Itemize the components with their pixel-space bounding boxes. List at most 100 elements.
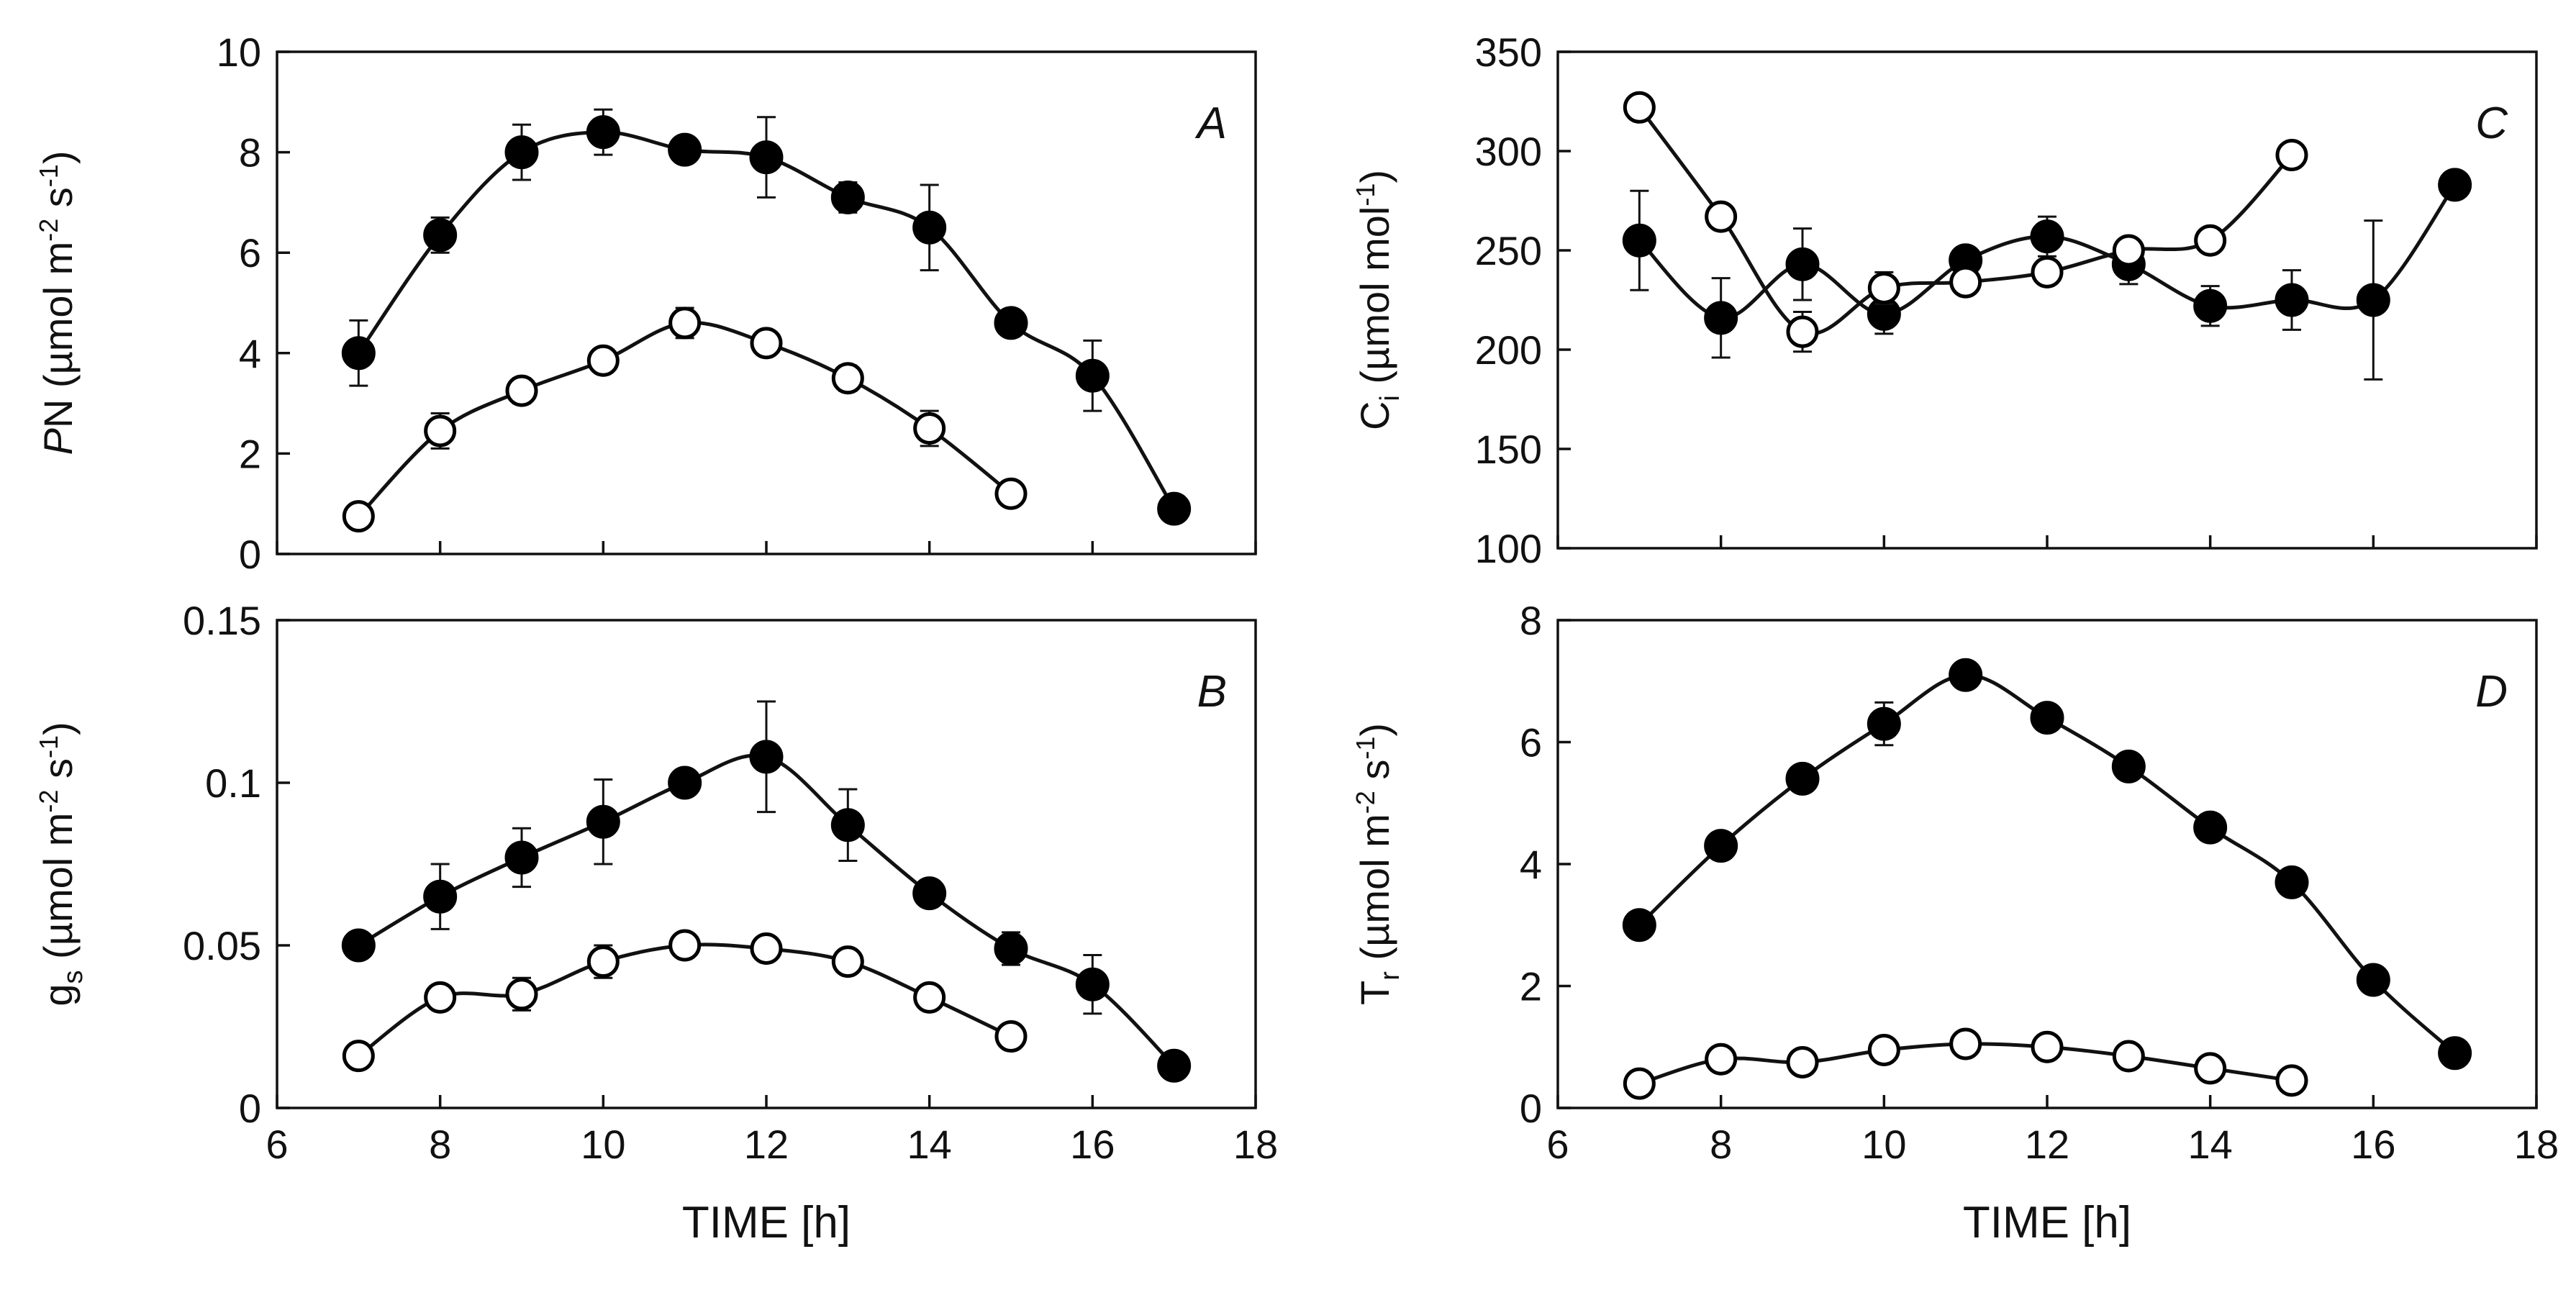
data-point [2030, 219, 2064, 254]
y-tick-label: 2 [1520, 964, 1542, 1009]
data-point [2438, 168, 2472, 202]
series-open [342, 306, 1028, 533]
data-point [668, 929, 702, 962]
data-point [2031, 255, 2064, 289]
data-point [1622, 908, 1656, 942]
data-point [1623, 1067, 1656, 1100]
x-tick-label: 18 [1233, 1122, 1278, 1167]
y-axis-title-part: -1 [34, 735, 63, 758]
series-filled [341, 108, 1192, 526]
y-tick-label: 0 [239, 1086, 261, 1131]
data-point [342, 500, 375, 533]
data-point [423, 879, 458, 914]
y-axis-title-part: s [35, 187, 81, 219]
data-point [1622, 223, 1656, 258]
data-point [912, 210, 947, 245]
x-tick-label: 12 [744, 1122, 789, 1167]
data-point [2194, 224, 2227, 257]
panel-letter: C [2475, 99, 2508, 148]
y-tick-label: 4 [239, 331, 261, 376]
data-point [341, 928, 376, 963]
data-point [1705, 200, 1738, 233]
data-point [504, 840, 539, 875]
y-tick-label: 2 [239, 431, 261, 476]
data-point [1949, 658, 1983, 692]
y-axis-title-part: -2 [34, 790, 63, 813]
y-tick-label: 0.15 [183, 598, 261, 643]
data-point [994, 1020, 1028, 1053]
x-tick-label: 8 [429, 1122, 451, 1167]
panel-letter: B [1197, 667, 1227, 717]
data-point [994, 477, 1028, 510]
data-point [2275, 283, 2309, 317]
panel-d: 0 2 4 6 8 6 8 10 12 14 16 18 TIME [h] Tr (µmol m-2 s-… [1351, 598, 2559, 1248]
y-axis-title-part: P [35, 428, 81, 455]
data-point [994, 306, 1028, 340]
data-point [2356, 963, 2390, 997]
x-tick-label: 18 [2514, 1122, 2559, 1167]
data-point [1785, 247, 1820, 281]
data-point [831, 362, 864, 395]
data-point [1867, 1033, 1900, 1066]
data-point [2356, 283, 2390, 317]
y-axis-title-part: s [35, 758, 81, 790]
y-axis-title-part: s [58, 971, 89, 984]
y-axis-title-part: ) [1352, 170, 1397, 183]
y-axis-title-part: g [35, 984, 81, 1007]
x-axis-title: TIME [h] [1963, 1198, 2131, 1248]
y-axis-title: gs (µmol m-2 s-1) [34, 722, 89, 1006]
y-axis-title-part: r [1375, 971, 1405, 981]
y-axis-title-part: C [1352, 401, 1397, 430]
data-point [668, 306, 702, 340]
y-axis-title-part: (µmol m [35, 813, 81, 971]
y-tick-label: 300 [1475, 129, 1542, 174]
panel-letter: A [1194, 99, 1227, 148]
x-tick-label: 16 [2351, 1122, 2395, 1167]
y-tick-label: 0.05 [183, 923, 261, 968]
data-point [830, 180, 865, 214]
data-point [1867, 707, 1901, 741]
panel-a: 0 2 4 6 8 10 PN (µmol m-2 s-1) A [34, 29, 1257, 577]
y-tick-label: 0 [239, 532, 261, 577]
y-axis-title: Ci (µmol mol-1) [1351, 170, 1405, 430]
data-point [586, 945, 620, 978]
y-tick-label: 150 [1475, 427, 1542, 472]
data-point [424, 981, 457, 1014]
data-point [504, 135, 539, 170]
data-point [342, 1040, 375, 1073]
x-tick-label: 6 [1546, 1122, 1569, 1167]
data-point [2111, 749, 2146, 783]
x-tick-label: 10 [581, 1122, 625, 1167]
data-point [750, 327, 783, 360]
data-point [831, 945, 864, 978]
series-filled [1622, 658, 2472, 1071]
x-tick-label: 16 [1070, 1122, 1115, 1167]
data-point [586, 344, 620, 377]
data-point [1786, 1045, 1819, 1078]
series-open [1623, 91, 2308, 353]
series-open [1623, 1027, 2308, 1100]
y-axis-title-part: s [1352, 760, 1397, 791]
y-axis-title-part: (µmol m [1352, 814, 1397, 971]
y-axis-title-part: -1 [34, 164, 63, 187]
y-tick-label: 0.1 [205, 760, 261, 806]
data-point [994, 932, 1028, 966]
data-point [1075, 967, 1110, 1001]
data-point [2275, 865, 2309, 899]
panel-letter: D [2475, 667, 2508, 717]
x-tick-label: 10 [1861, 1122, 1906, 1167]
y-axis-title-part: -1 [1351, 183, 1380, 206]
data-point [830, 808, 865, 842]
y-axis-title-part: -2 [1351, 791, 1380, 814]
y-tick-label: 200 [1475, 327, 1542, 373]
data-point [341, 336, 376, 371]
data-point [1157, 491, 1192, 526]
series-filled [341, 700, 1192, 1083]
y-tick-label: 6 [239, 230, 261, 276]
y-tick-label: 100 [1475, 526, 1542, 571]
data-point [586, 804, 620, 839]
data-point [1785, 761, 1820, 796]
